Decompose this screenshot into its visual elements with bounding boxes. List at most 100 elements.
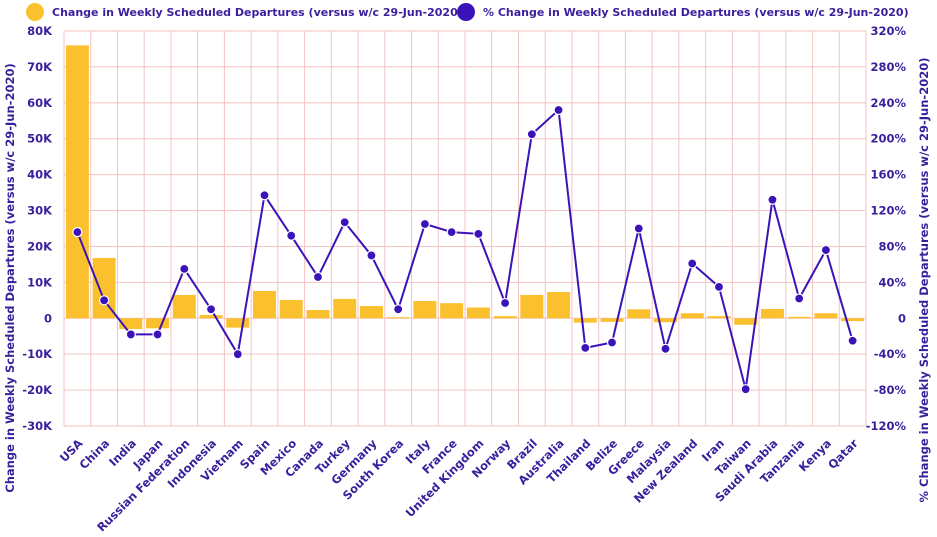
left-tick-label: 50K (27, 132, 53, 146)
right-tick-label: 280% (870, 60, 906, 74)
point-italy (419, 218, 430, 230)
point-turkey (339, 217, 350, 228)
point-vietnam (232, 349, 243, 360)
bar-spain (253, 290, 276, 319)
point-germany (366, 250, 377, 261)
right-tick-label: -120% (866, 419, 907, 433)
legend-line-swatch (457, 3, 475, 21)
point-taiwan (740, 384, 751, 395)
bar-china (92, 257, 116, 319)
point-australia (553, 104, 564, 116)
point-south-korea (393, 304, 404, 315)
grid (63, 30, 867, 427)
right-tick-label: 0 (898, 311, 906, 325)
bar-germany (359, 306, 383, 319)
point-china (98, 295, 110, 306)
point-india (125, 329, 136, 340)
point-indonesia (205, 304, 217, 315)
point-usa (72, 226, 83, 238)
point-saudi-arabia (767, 194, 778, 205)
legend-line-label: % Change in Weekly Scheduled Departures … (483, 6, 909, 19)
left-tick-label: 30K (27, 204, 53, 218)
bar-italy (413, 301, 437, 319)
bar-tanzania (787, 316, 811, 319)
category-label: Qatar (825, 436, 861, 472)
point-greece (633, 223, 644, 234)
bar-brazil (520, 294, 544, 319)
bar-norway (493, 316, 517, 319)
bar-taiwan (734, 318, 758, 325)
left-tick-label: 70K (27, 60, 53, 74)
bar-france (440, 303, 464, 319)
bar-usa (65, 45, 89, 319)
point-belize (606, 337, 618, 348)
legend: Change in Weekly Scheduled Departures (v… (26, 3, 909, 21)
point-norway (500, 297, 511, 309)
left-tick-label: -20K (22, 383, 53, 397)
bar-india (119, 318, 143, 330)
right-tick-label: 320% (870, 24, 906, 38)
category-label: China (76, 436, 112, 472)
left-axis-title: Change in Weekly Scheduled Departures (v… (3, 63, 17, 492)
point-canada (312, 271, 324, 283)
bar-indonesia (199, 315, 223, 319)
point-mexico (286, 230, 297, 241)
point-russian-federation (179, 263, 190, 274)
bar-belize (600, 318, 624, 322)
left-tick-label: -30K (22, 419, 53, 433)
line-series (72, 104, 858, 395)
bar-iran (707, 316, 731, 319)
point-thailand (580, 342, 591, 353)
bar-thailand (573, 318, 597, 323)
right-tick-label: 80% (878, 239, 906, 253)
point-new-zealand (687, 258, 698, 269)
left-tick-label: 0 (44, 311, 52, 325)
point-united-kingdom (473, 228, 484, 239)
point-japan (152, 329, 163, 340)
legend-bar-label: Change in Weekly Scheduled Departures (v… (52, 6, 463, 19)
right-tick-label: -40% (874, 347, 907, 361)
right-tick-label: -80% (874, 383, 907, 397)
bar-south-korea (386, 317, 410, 319)
left-tick-label: 10K (27, 275, 53, 289)
bar-vietnam (226, 318, 250, 328)
percent-change-line (76, 109, 854, 391)
bar-series (65, 45, 865, 330)
point-malaysia (660, 343, 671, 354)
point-qatar (847, 335, 858, 346)
bar-canada (306, 310, 330, 319)
right-tick-label: 240% (870, 96, 906, 110)
left-tick-label: 40K (27, 168, 53, 182)
left-tick-label: -10K (22, 347, 53, 361)
left-axis-ticks: 80K 70K 60K 50K 40K 30K 20K 10K 0 -10K -20K -30K (22, 24, 53, 433)
right-tick-label: 120% (870, 204, 906, 218)
bar-malaysia (654, 318, 677, 323)
bar-mexico (279, 299, 303, 319)
bar-kenya (814, 313, 838, 319)
bar-qatar (841, 318, 865, 322)
point-kenya (820, 244, 832, 256)
bar-japan (146, 318, 170, 329)
bar-greece (627, 309, 651, 319)
point-tanzania (794, 293, 805, 304)
left-tick-label: 20K (27, 239, 53, 253)
right-tick-label: 160% (870, 168, 906, 182)
bar-new-zealand (680, 313, 704, 319)
right-axis-title: % Change in Weekly Scheduled Departures … (917, 58, 931, 503)
legend-bar-swatch (26, 3, 44, 21)
point-iran (713, 281, 725, 292)
left-tick-label: 80K (27, 24, 53, 38)
right-tick-label: 200% (870, 132, 906, 146)
bar-saudi-arabia (760, 308, 784, 319)
bar-australia (547, 292, 571, 319)
point-brazil (526, 129, 537, 140)
right-tick-label: 40% (878, 275, 906, 289)
bar-russian-federation (172, 294, 196, 319)
point-spain (259, 190, 270, 201)
point-france (446, 226, 457, 238)
bar-united-kingdom (466, 307, 490, 319)
bar-turkey (333, 298, 357, 319)
